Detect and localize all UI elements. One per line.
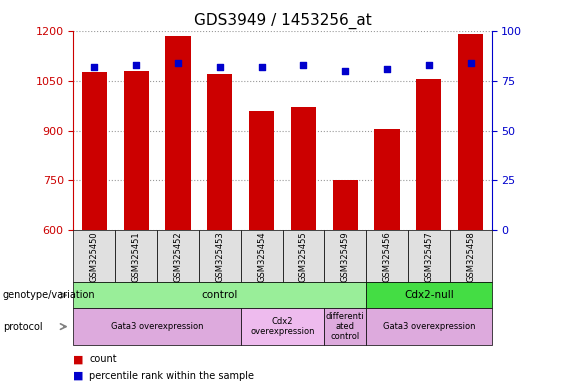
Text: GSM325451: GSM325451 — [132, 231, 141, 281]
Bar — [82, 72, 107, 230]
Text: Cdx2
overexpression: Cdx2 overexpression — [250, 317, 315, 336]
Point — [466, 60, 475, 66]
Bar — [207, 74, 232, 230]
Title: GDS3949 / 1453256_at: GDS3949 / 1453256_at — [194, 13, 371, 29]
Bar — [375, 129, 399, 230]
Text: control: control — [202, 290, 238, 300]
Text: Gata3 overexpression: Gata3 overexpression — [383, 322, 475, 331]
Point — [215, 64, 224, 70]
Text: GSM325455: GSM325455 — [299, 231, 308, 281]
Text: GSM325453: GSM325453 — [215, 231, 224, 282]
Text: ■: ■ — [73, 371, 84, 381]
Text: Gata3 overexpression: Gata3 overexpression — [111, 322, 203, 331]
Bar — [291, 107, 316, 230]
Point — [341, 68, 350, 74]
Text: genotype/variation: genotype/variation — [3, 290, 95, 300]
Bar — [458, 34, 483, 230]
Text: protocol: protocol — [3, 321, 42, 332]
Text: GSM325457: GSM325457 — [424, 231, 433, 282]
Text: GSM325459: GSM325459 — [341, 231, 350, 281]
Text: GSM325456: GSM325456 — [383, 231, 392, 282]
Point — [132, 61, 141, 68]
Bar — [249, 111, 274, 230]
Text: Cdx2-null: Cdx2-null — [404, 290, 454, 300]
Bar — [166, 36, 190, 230]
Point — [424, 61, 433, 68]
Point — [90, 64, 99, 70]
Point — [257, 64, 266, 70]
Text: GSM325458: GSM325458 — [466, 231, 475, 282]
Point — [383, 66, 392, 72]
Point — [173, 60, 182, 66]
Point — [299, 61, 308, 68]
Text: differenti
ated
control: differenti ated control — [326, 312, 364, 341]
Text: ■: ■ — [73, 354, 84, 364]
Text: GSM325454: GSM325454 — [257, 231, 266, 281]
Bar — [416, 79, 441, 230]
Text: GSM325452: GSM325452 — [173, 231, 182, 281]
Bar — [124, 71, 149, 230]
Text: count: count — [89, 354, 117, 364]
Text: percentile rank within the sample: percentile rank within the sample — [89, 371, 254, 381]
Text: GSM325450: GSM325450 — [90, 231, 99, 281]
Bar — [333, 180, 358, 230]
